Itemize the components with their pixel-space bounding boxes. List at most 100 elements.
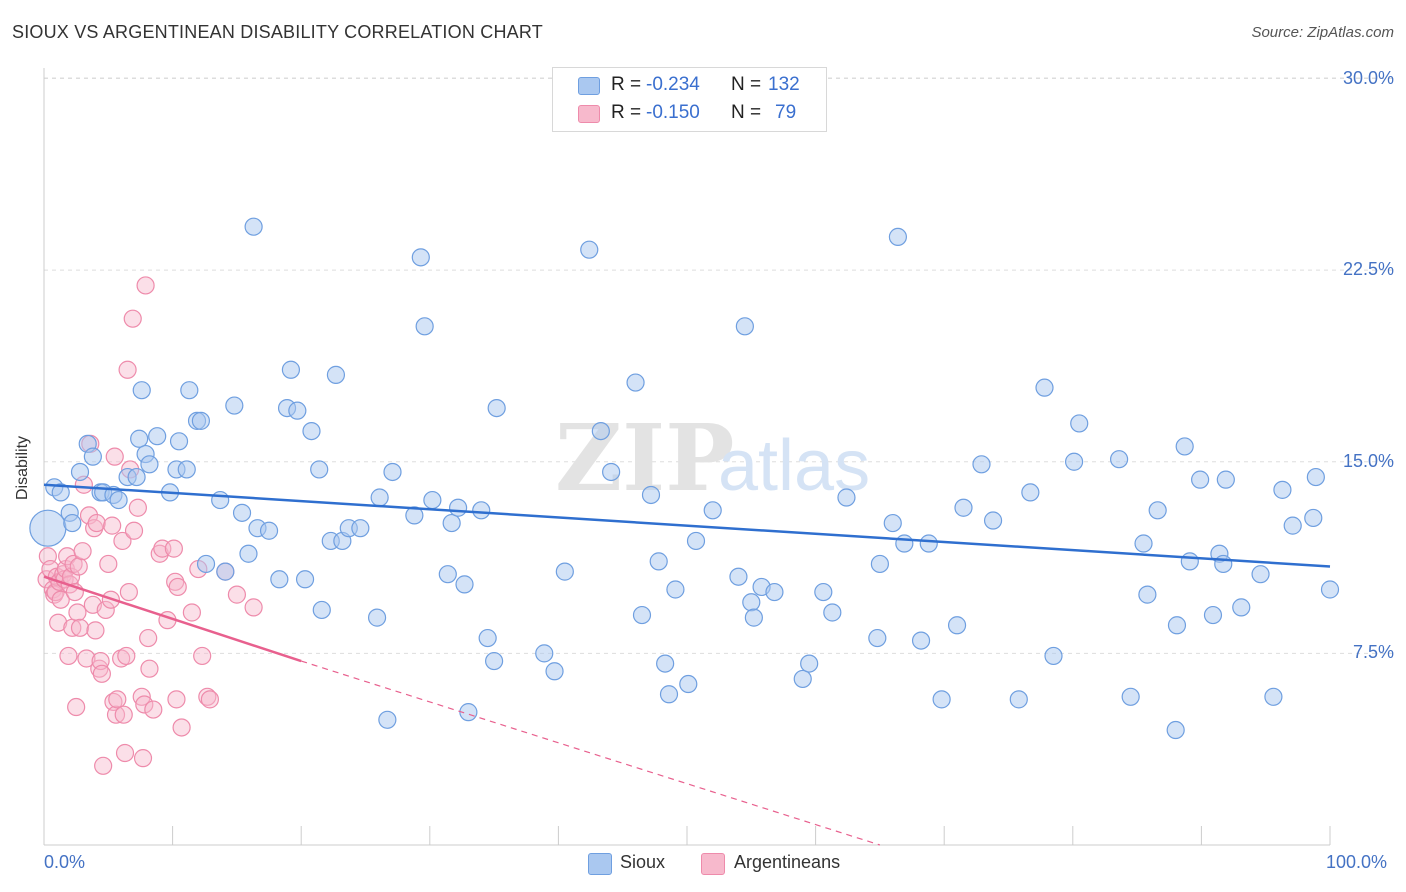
sioux-point [109, 490, 128, 510]
sioux-point [1273, 480, 1292, 499]
sioux-point [127, 467, 146, 487]
argentineans-point [133, 749, 153, 768]
sioux-point [148, 427, 167, 446]
sioux-point [225, 396, 244, 415]
sioux-point [405, 506, 424, 525]
sioux-point [1251, 565, 1270, 584]
x-tick-max: 100.0% [1326, 852, 1388, 872]
argentineans-point [139, 628, 158, 648]
sioux-point [438, 565, 457, 584]
sioux-point [351, 519, 370, 538]
legend-n-label: N = [731, 74, 762, 95]
argentineans-point [227, 585, 246, 604]
sioux-point [180, 381, 199, 400]
chart-title: SIOUX VS ARGENTINEAN DISABILITY CORRELAT… [12, 22, 543, 42]
sioux-point [302, 421, 321, 441]
argentineans-point [244, 598, 263, 617]
legend-r-value-sioux: -0.234 [646, 74, 700, 95]
argentineans-point [136, 276, 155, 295]
sioux-points [29, 217, 1340, 740]
sioux-point [1304, 508, 1323, 528]
legend-r-value-argentineans: -0.150 [646, 102, 700, 123]
sioux-point [288, 401, 307, 420]
sioux-point [216, 562, 235, 581]
argentineans-trend-line [43, 575, 302, 663]
sioux-point [455, 575, 474, 594]
sioux-point [411, 248, 430, 267]
sioux-point [1167, 616, 1187, 635]
argentineans-point [200, 690, 219, 709]
argentineans-point [124, 521, 144, 540]
axes [43, 68, 1331, 846]
sioux-point [51, 483, 70, 502]
sioux-point [954, 498, 973, 517]
y-tick-label: 30.0% [1342, 67, 1394, 88]
sioux-point [423, 490, 442, 510]
sioux-trend-line [43, 483, 1331, 568]
sioux-point [1320, 580, 1340, 599]
argentineans-point [85, 519, 104, 538]
sioux-point [281, 360, 301, 379]
sioux-point [555, 562, 574, 581]
sioux-point [602, 462, 621, 482]
sioux-point [472, 501, 491, 520]
argentineans-point [69, 557, 88, 576]
sioux-point [295, 570, 315, 589]
sioux-point [656, 654, 675, 673]
sioux-point [823, 603, 842, 622]
sioux-point [415, 317, 434, 336]
argentineans-point [96, 600, 115, 620]
sioux-point [132, 381, 151, 400]
argentineans-point [123, 309, 142, 328]
argentineans-point [73, 542, 92, 561]
sioux-point [535, 644, 554, 663]
y-tick-label: 15.0% [1342, 450, 1394, 471]
stats-legend: R = -0.234 N = 132 R = -0.150 N = 79 [552, 67, 827, 132]
sioux-point [1216, 470, 1235, 489]
legend-n-value-sioux: 132 [768, 74, 800, 95]
sioux-point [666, 580, 685, 599]
legend-r-label: R = [611, 102, 642, 123]
sioux-point [659, 685, 679, 704]
sioux-point [1232, 598, 1251, 617]
sioux-point [1203, 605, 1223, 625]
argentineans-point [86, 621, 105, 640]
sioux-point [1035, 378, 1054, 397]
bottom-legend-sioux: Sioux [620, 852, 666, 872]
trend-lines [43, 483, 1331, 846]
argentineans-point [113, 531, 132, 551]
sioux-point [140, 455, 159, 474]
sioux-point [448, 498, 468, 517]
sioux-point [742, 593, 761, 612]
argentineans-point [198, 687, 217, 706]
argentineans-point [119, 582, 138, 602]
sioux-point [1021, 483, 1040, 502]
sioux-point [1180, 552, 1199, 571]
argentineans-point [105, 447, 124, 466]
argentineans-point [164, 539, 183, 558]
argentineans-point [193, 646, 212, 666]
sioux-point [1191, 470, 1210, 489]
sioux-point [29, 509, 67, 547]
bottom-legend-swatch-sioux [588, 853, 612, 875]
argentineans-point [115, 743, 135, 763]
sioux-point [367, 608, 387, 627]
argentineans-point [150, 544, 169, 563]
sioux-point [310, 460, 329, 479]
argentineans-point [92, 664, 111, 683]
sioux-point [870, 554, 890, 574]
argentineans-point [108, 690, 127, 709]
sioux-point [641, 485, 661, 505]
argentineans-point [106, 705, 126, 724]
sioux-point [1009, 690, 1028, 709]
sioux-point [442, 513, 461, 533]
sioux-point [191, 411, 210, 430]
sioux-point [744, 608, 763, 627]
legend-n-value-argentineans: 79 [775, 102, 797, 123]
sioux-point [1138, 585, 1157, 604]
sioux-point [765, 582, 784, 602]
x-tick-min: 0.0% [44, 852, 86, 872]
legend-swatch-sioux [578, 77, 600, 95]
sioux-point [83, 447, 102, 466]
sioux-point [1214, 554, 1233, 574]
